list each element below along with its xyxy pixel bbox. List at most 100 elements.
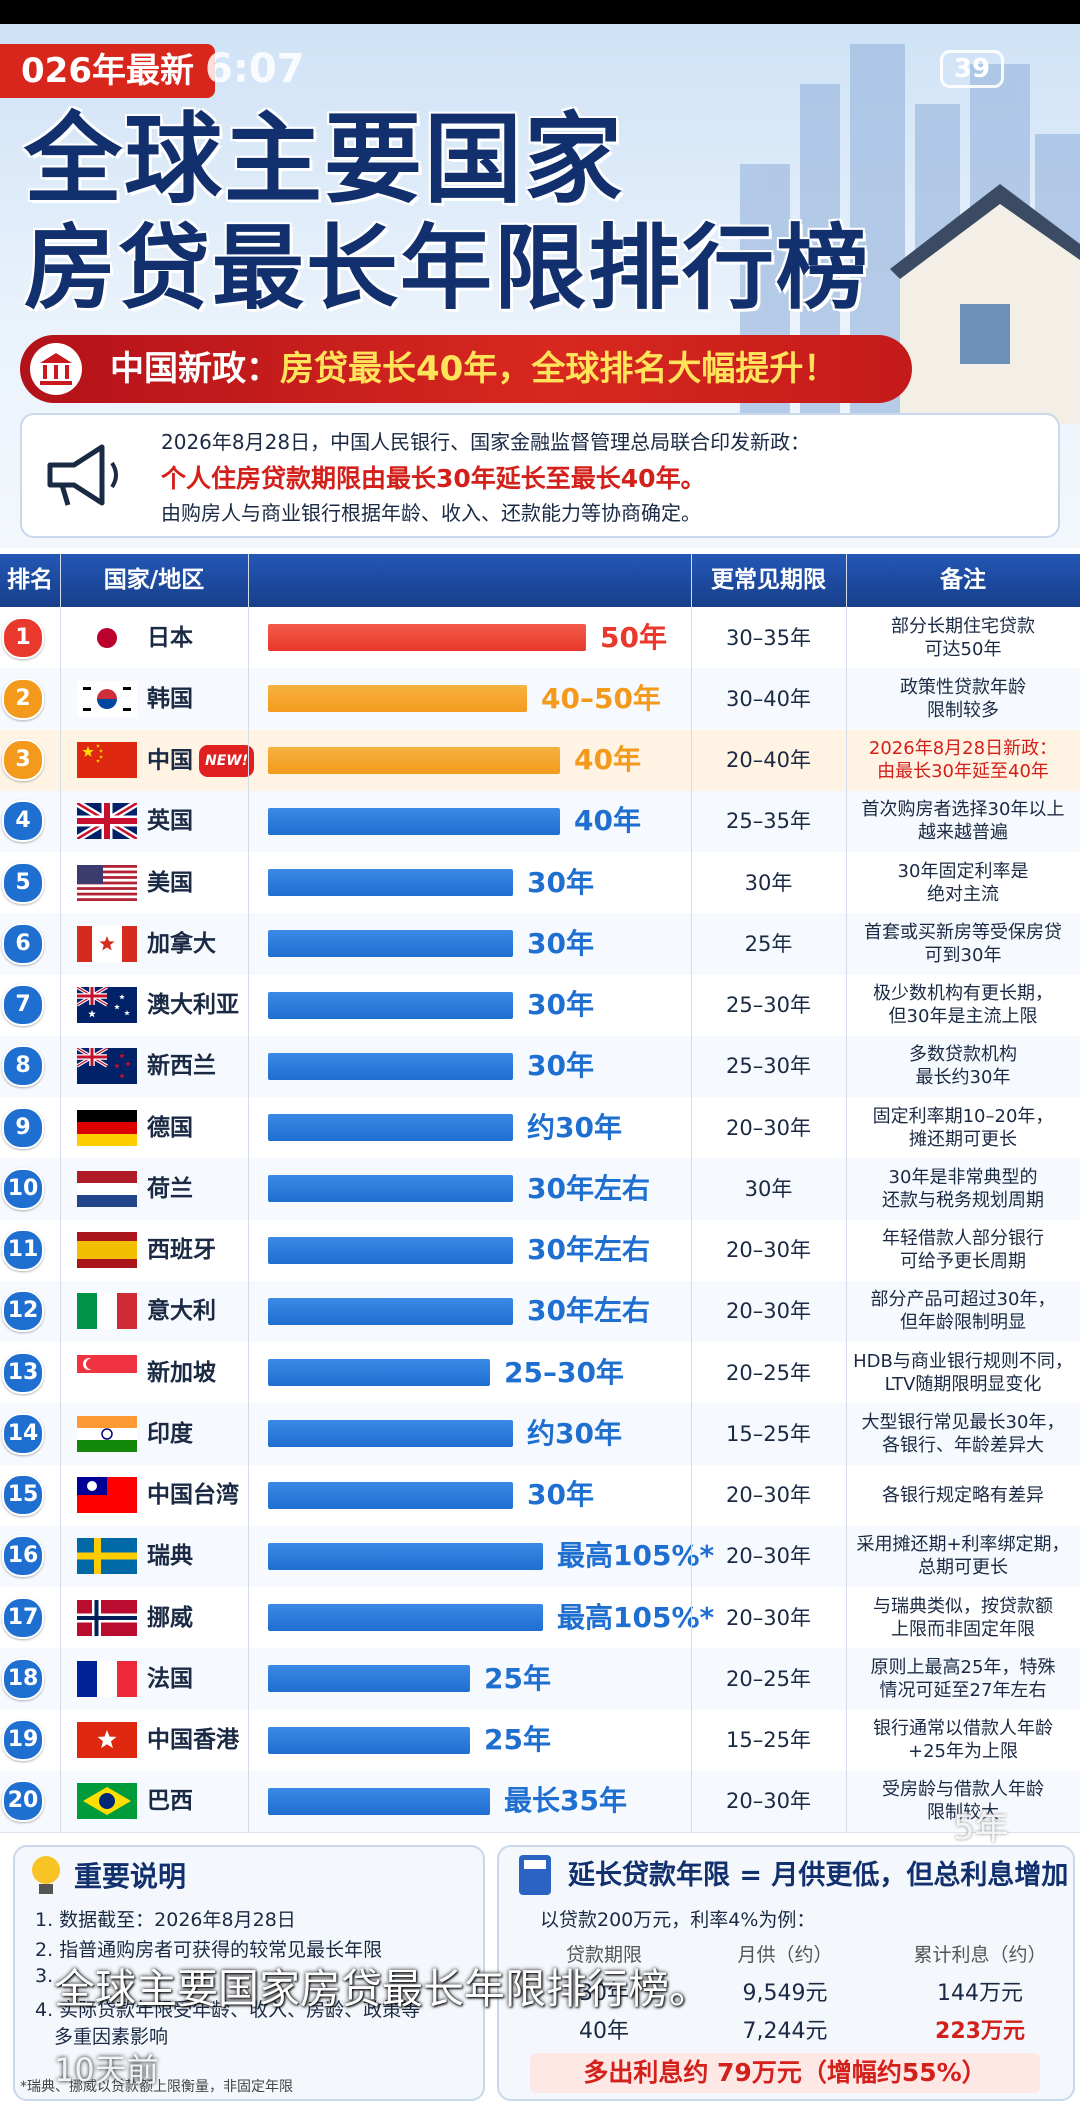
country-cell: 新西兰 xyxy=(147,1051,216,1081)
column-header: 排名 xyxy=(7,567,53,593)
country-cell: 新加坡 xyxy=(147,1358,216,1388)
flag-part xyxy=(77,1241,137,1251)
country-name: 瑞典 xyxy=(147,1543,193,1570)
country-name: 澳大利亚 xyxy=(147,992,239,1019)
flag-part xyxy=(117,1660,137,1697)
common-term: 25–30年 xyxy=(726,993,811,1018)
icon-part xyxy=(110,461,118,489)
max-term: 40–50年 xyxy=(541,681,661,715)
flag-part xyxy=(77,892,137,896)
note-line: 限制较多 xyxy=(927,699,999,721)
note-line: 绝对主流 xyxy=(927,883,999,905)
table-row xyxy=(0,1097,1080,1160)
flag-part xyxy=(77,1552,137,1560)
bar xyxy=(268,1114,513,1142)
icon-part xyxy=(39,1884,53,1894)
country-name: 英国 xyxy=(147,808,193,835)
banner-prefix-text: 中国新政： xyxy=(110,349,280,389)
common-term: 20–30年 xyxy=(726,1789,811,1814)
flag-part xyxy=(77,1615,137,1620)
note-item: 2. 指普通购房者可获得的较常见最长年限 xyxy=(35,1939,383,1961)
note-line: 部分长期住宅贷款 xyxy=(891,615,1035,637)
country-name: 意大利 xyxy=(147,1298,216,1325)
flag xyxy=(77,1109,137,1146)
rank-badge: 7 xyxy=(2,984,44,1027)
table-row xyxy=(0,1709,1080,1772)
country-name: 挪威 xyxy=(147,1604,193,1631)
common-term: 20–30年 xyxy=(726,1238,811,1263)
note-line: 可到30年 xyxy=(924,944,1002,966)
flag-part xyxy=(77,875,137,879)
title: 全球主要国家 xyxy=(24,103,625,217)
flag-part xyxy=(97,688,117,699)
flag-part xyxy=(77,881,137,885)
common-term: 20–40年 xyxy=(726,748,811,773)
note-line: 极少数机构有更长期， xyxy=(873,983,1053,1005)
flag xyxy=(77,1783,137,1820)
summary-band xyxy=(530,2053,1040,2093)
note-line: 但年龄限制明显 xyxy=(900,1312,1026,1334)
flag-part xyxy=(77,1133,137,1146)
max-term: 30年 xyxy=(527,1478,594,1512)
flag xyxy=(77,1293,137,1330)
flag xyxy=(77,1660,137,1697)
title: 房贷最长年限排行榜 xyxy=(24,215,871,322)
time-ago: 10天前 xyxy=(54,2051,159,2089)
country-cell: 加拿大 xyxy=(147,929,216,959)
table-row xyxy=(0,1342,1080,1405)
flag-part xyxy=(97,1730,117,1749)
table-header xyxy=(0,554,1080,607)
max-term: 40年 xyxy=(574,804,641,838)
max-term: 最高105%* xyxy=(557,1539,715,1573)
country-name: 韩国 xyxy=(147,685,193,712)
column-separator xyxy=(691,554,692,1832)
common-term: 30年 xyxy=(744,870,793,895)
calculator-icon xyxy=(519,1855,551,1895)
common-term: 25年 xyxy=(744,931,793,956)
bar xyxy=(268,1052,513,1080)
flag-part xyxy=(88,1010,96,1018)
banner-main: 房贷最长40年，全球排名大幅提升！ xyxy=(280,349,838,389)
max-term: 30年左右 xyxy=(527,1233,650,1267)
flag xyxy=(77,1477,137,1514)
max-term: 最长35年 xyxy=(504,1784,627,1818)
country-cell: 中国台湾 xyxy=(147,1480,239,1510)
country-name: 日本 xyxy=(147,624,193,651)
rank-badge: 11 xyxy=(2,1229,44,1272)
country-cell: 德国 xyxy=(147,1113,193,1143)
table-row xyxy=(0,1158,1080,1221)
flag-part xyxy=(77,878,137,882)
flag xyxy=(77,1354,137,1391)
flag-part xyxy=(77,872,137,877)
max-term: 40年 xyxy=(574,743,641,777)
flag xyxy=(77,864,137,901)
country-name: 德国 xyxy=(147,1114,193,1141)
flag-part xyxy=(77,1194,137,1207)
country-cell: 韩国 xyxy=(147,684,193,714)
notice-line: 2026年8月28日，中国人民银行、国家金融监督管理总局联合印发新政： xyxy=(161,430,811,454)
note-line: 限制较大 xyxy=(927,1802,999,1824)
rank-badge: 14 xyxy=(2,1412,44,1455)
rank-badge: 8 xyxy=(2,1045,44,1088)
common-term: 20–30年 xyxy=(726,1299,811,1324)
flag-part xyxy=(77,867,137,871)
flag-part xyxy=(117,1293,137,1330)
max-term: 最高105%* xyxy=(557,1600,715,1634)
rank-badge: 12 xyxy=(2,1290,44,1333)
bar xyxy=(268,685,527,713)
flag-part xyxy=(96,759,100,763)
bar xyxy=(268,1604,543,1632)
country-cell: 巴西 xyxy=(147,1786,193,1816)
flag-part xyxy=(119,1073,125,1079)
battery: 39 xyxy=(940,50,1004,88)
rank-badge: 3 xyxy=(2,739,44,782)
flag xyxy=(77,680,137,717)
max-term: 25年 xyxy=(484,1723,551,1757)
common-term: 20–30年 xyxy=(726,1544,811,1569)
note-line: LTV随期限明显变化 xyxy=(884,1373,1042,1395)
note-line: 最长约30年 xyxy=(915,1067,1011,1089)
note-line: 采用摊还期+利率绑定期， xyxy=(856,1534,1070,1556)
column-separator xyxy=(60,554,61,1832)
note-line: 受房龄与借款人年龄 xyxy=(882,1779,1044,1801)
